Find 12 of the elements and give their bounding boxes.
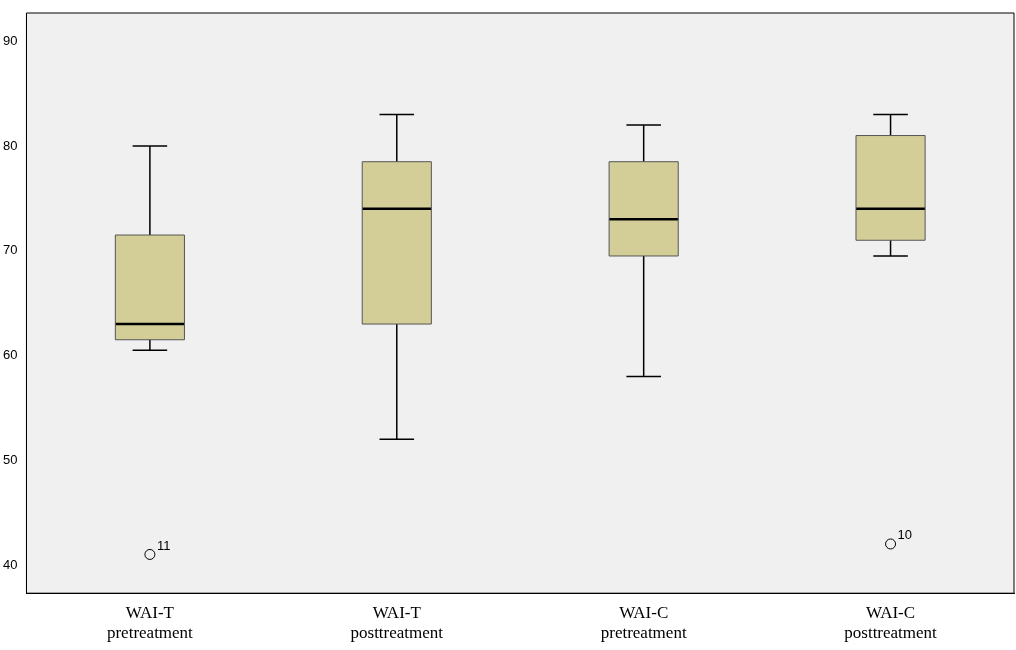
y-tick-label: 50 [2, 451, 18, 467]
x-tick-label: WAI-T posttreatment [350, 602, 444, 643]
x-tick-label: WAI-C pretreatment [600, 602, 687, 643]
x-tick-label: WAI-T pretreatment [106, 602, 194, 643]
x-tick-label: WAI-C posttreatment [844, 602, 938, 643]
annotation: 11 [156, 537, 171, 553]
y-tick-label: 40 [2, 556, 18, 572]
y-tick-label: 90 [2, 32, 18, 48]
y-tick-label: 60 [2, 347, 18, 363]
y-tick-label: 80 [2, 137, 18, 153]
annotation: 10 [897, 527, 913, 543]
y-tick-label: 70 [2, 242, 18, 258]
